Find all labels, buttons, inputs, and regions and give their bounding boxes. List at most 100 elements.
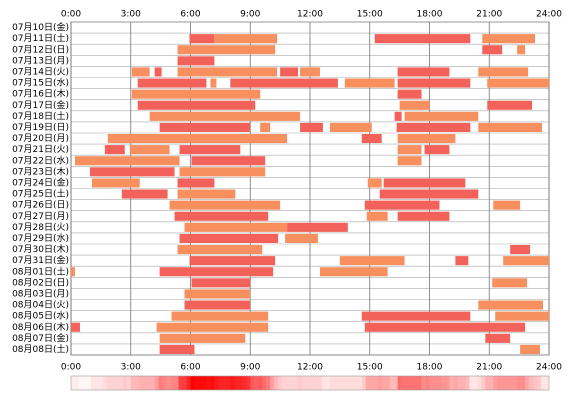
density-cell: [86, 376, 92, 390]
segment: [154, 67, 162, 77]
density-cell: [477, 376, 482, 390]
segment: [487, 78, 549, 88]
segment: [482, 34, 536, 44]
segment: [191, 278, 251, 288]
density-cell: [122, 376, 128, 390]
row-label: 08月06日(木): [12, 321, 69, 333]
segment: [91, 178, 140, 188]
density-cell: [313, 376, 319, 390]
density-cell: [142, 376, 147, 390]
x-tick-label: 21:00: [476, 363, 502, 373]
x-tick-label: 0:00: [61, 363, 81, 373]
density-cell: [353, 376, 359, 390]
segment: [361, 134, 382, 144]
segment: [71, 267, 75, 277]
density-cell: [489, 376, 494, 390]
density-cell: [369, 376, 375, 390]
segment: [89, 167, 175, 177]
density-cell: [190, 376, 195, 390]
density-cell: [337, 376, 343, 390]
density-cell: [537, 376, 542, 390]
segment: [344, 78, 395, 88]
density-cell: [433, 376, 438, 390]
density-cell: [533, 376, 538, 390]
segment: [159, 122, 251, 132]
density-cell: [413, 376, 418, 390]
segment: [177, 67, 278, 77]
density-cell: [170, 376, 175, 390]
density-cell: [134, 376, 140, 390]
segment: [129, 145, 170, 155]
row-label: 07月27日(月): [12, 211, 69, 222]
density-cell: [126, 376, 132, 390]
segment: [364, 322, 526, 332]
row-label: 07月26日(日): [12, 200, 69, 211]
density-cell: [102, 376, 108, 390]
row-label: 08月04日(火): [12, 300, 69, 311]
row-label: 08月01日(土): [12, 265, 69, 277]
density-cell: [98, 376, 104, 390]
segment: [487, 100, 533, 110]
density-cell: [453, 376, 458, 390]
segment: [169, 200, 281, 210]
density-cell: [377, 376, 382, 390]
x-tick-label: 21:00: [476, 10, 502, 20]
segment: [131, 89, 261, 99]
segment: [503, 256, 549, 266]
segment: [177, 189, 236, 199]
segment: [184, 300, 251, 310]
segment: [482, 45, 503, 55]
row-label: 07月14日(火): [12, 66, 69, 77]
density-cell: [345, 376, 351, 390]
density-cell: [198, 376, 203, 390]
segment: [404, 111, 479, 121]
segment: [485, 333, 511, 343]
x-tick-label: 0:00: [61, 10, 81, 20]
density-cell: [218, 376, 223, 390]
density-cell: [381, 376, 386, 390]
segment: [396, 122, 471, 132]
segment: [230, 78, 338, 88]
density-cell: [274, 376, 279, 390]
density-cell: [321, 376, 327, 390]
row-label: 07月23日(木): [12, 165, 69, 177]
row-label: 07月20日(月): [12, 133, 69, 144]
segment: [517, 45, 526, 55]
x-tick-label: 15:00: [357, 10, 383, 20]
segment: [104, 145, 125, 155]
density-cell: [317, 376, 323, 390]
density-cell: [138, 376, 143, 390]
segment: [177, 45, 276, 55]
density-cell: [373, 376, 379, 390]
segment: [399, 100, 430, 110]
segment: [107, 134, 288, 144]
segment: [189, 256, 276, 266]
segment: [367, 178, 382, 188]
density-cell: [226, 376, 231, 390]
segment: [424, 145, 450, 155]
segment: [260, 122, 271, 132]
density-cell: [94, 376, 100, 390]
density-cell: [202, 376, 207, 390]
density-cell: [493, 376, 498, 390]
segment: [184, 289, 251, 299]
segment: [478, 67, 529, 77]
segment: [374, 34, 471, 44]
segment: [179, 167, 266, 177]
density-cell: [517, 376, 522, 390]
segment: [394, 111, 402, 121]
density-cell: [206, 376, 211, 390]
density-cell: [214, 376, 219, 390]
segment: [156, 322, 269, 332]
segment: [510, 245, 531, 255]
row-label: 07月12日(日): [12, 44, 69, 55]
segment: [137, 100, 256, 110]
density-cell: [365, 376, 371, 390]
density-cell: [385, 376, 390, 390]
segment: [379, 189, 479, 199]
segment: [493, 200, 521, 210]
density-cell: [234, 376, 239, 390]
density-cell: [333, 376, 339, 390]
density-cell: [417, 376, 422, 390]
density-cell: [254, 376, 259, 390]
